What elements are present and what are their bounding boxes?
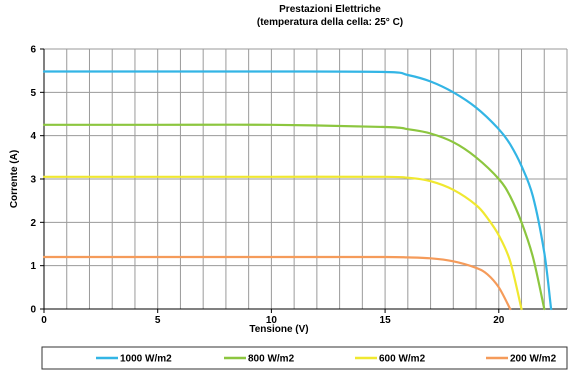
y-tick-label: 3	[30, 175, 36, 186]
x-tick-label: 15	[380, 315, 392, 326]
legend-label-200-w-m2: 200 W/m2	[510, 354, 557, 365]
legend-label-600-w-m2: 600 W/m2	[379, 354, 426, 365]
grid	[43, 48, 568, 310]
series-lines	[42, 70, 553, 311]
chart-title: Prestazioni Elettriche	[279, 4, 381, 15]
x-tick-label: 10	[266, 315, 278, 326]
y-tick-label: 2	[30, 218, 36, 229]
tick-labels: 0 5 10 15 20 0 1 2 3 4 5 6	[30, 45, 504, 327]
chart-subtitle: (temperatura della cella: 25° C)	[257, 17, 403, 28]
y-tick-label: 0	[30, 305, 36, 316]
x-tick-label: 0	[41, 315, 47, 326]
x-tick-label: 5	[155, 315, 161, 326]
series-line-1000-w-m2	[42, 70, 553, 311]
x-axis-title: Tensione (V)	[249, 324, 308, 335]
legend-box	[41, 346, 568, 370]
y-tick-label: 4	[30, 131, 36, 142]
legend-label-800-w-m2: 800 W/m2	[248, 354, 295, 365]
y-tick-label: 1	[30, 261, 36, 272]
legend: 1000 W/m2 800 W/m2 600 W/m2 200 W/m2	[96, 354, 557, 365]
series-line-200-w-m2	[42, 255, 512, 311]
x-tick-label: 20	[493, 315, 505, 326]
y-tick-label: 5	[30, 88, 36, 99]
series-line-600-w-m2	[42, 175, 523, 311]
y-tick-label: 6	[30, 45, 36, 56]
axes	[40, 48, 567, 313]
series-line-800-w-m2	[42, 123, 546, 311]
y-axis-title: Corrente (A)	[9, 150, 20, 208]
legend-label-1000-w-m2: 1000 W/m2	[120, 354, 172, 365]
